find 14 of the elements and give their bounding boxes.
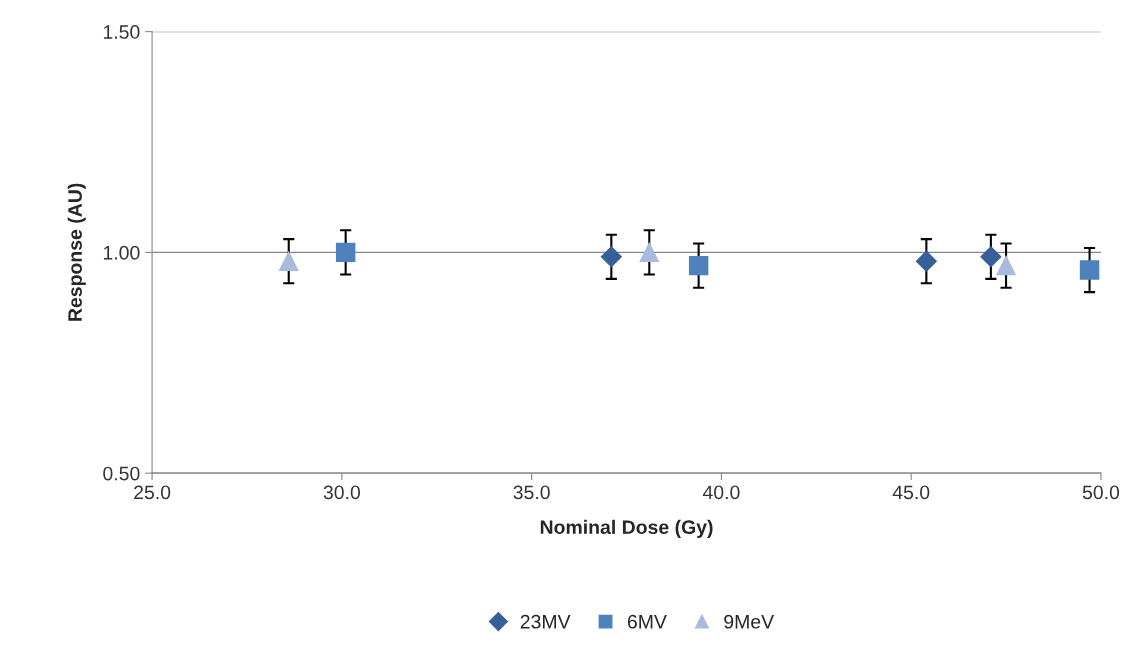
x-tick-label: 30.0	[323, 485, 361, 500]
y-axis-title: Response (AU)	[67, 183, 86, 321]
x-tick-label: 45.0	[892, 485, 930, 500]
x-tick-label: 25.0	[134, 485, 171, 500]
legend-label: 9MeV	[724, 614, 775, 629]
legend-label: 23MV	[520, 614, 571, 629]
y-tick-label: 0.50	[103, 466, 140, 481]
x-axis-title: Nominal Dose (Gy)	[540, 519, 713, 538]
y-tick-label: 1.00	[103, 245, 140, 260]
x-tick-label: 50.0	[1082, 485, 1120, 500]
x-tick-label: 35.0	[513, 485, 550, 500]
legend-label: 6MV	[627, 614, 667, 629]
y-tick-label: 1.50	[103, 25, 140, 39]
x-tick-label: 40.0	[702, 485, 740, 500]
